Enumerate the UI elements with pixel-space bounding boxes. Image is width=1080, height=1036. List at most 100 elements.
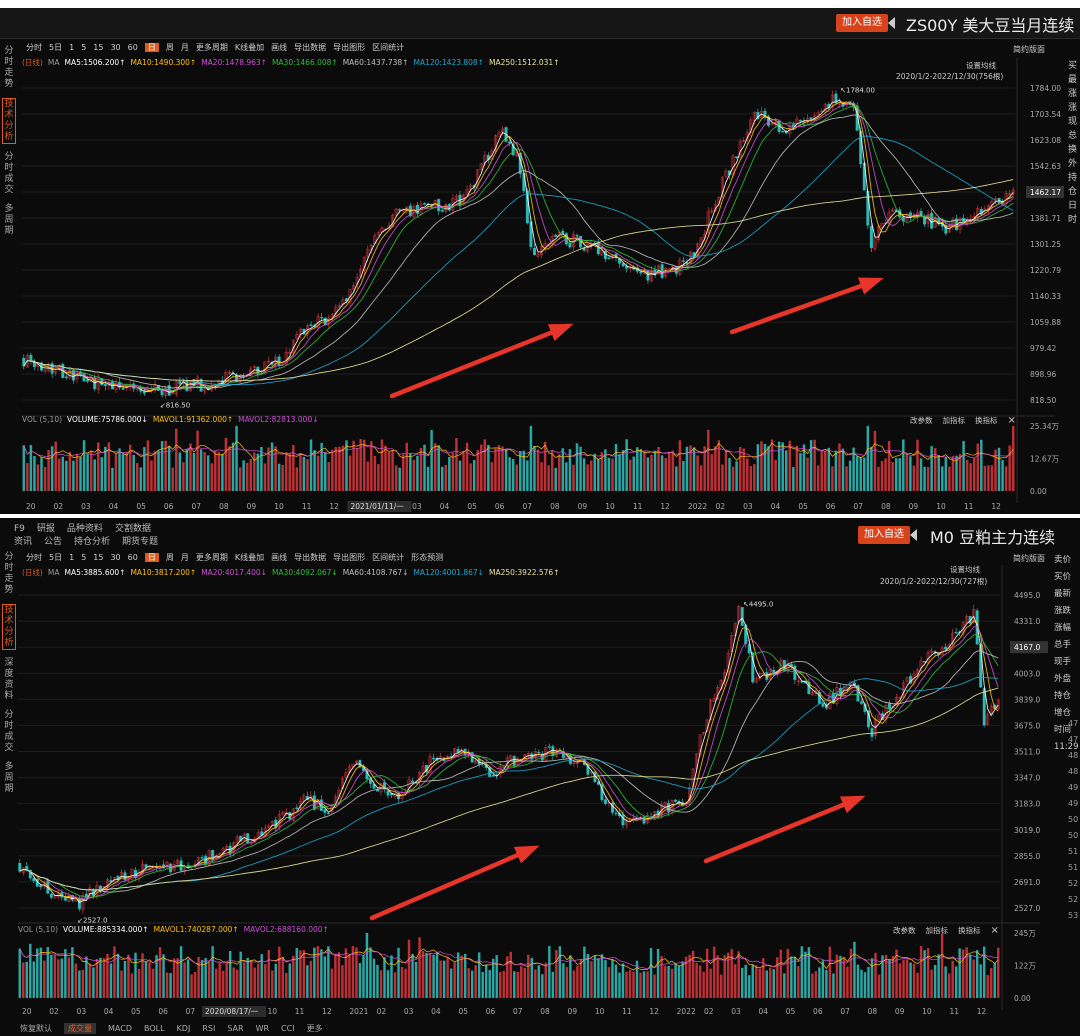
top-chart-svg[interactable]: 1784.00 1703.54 1623.08 1542.63 1462.17 1381.… — [0, 8, 1080, 514]
toolbar-item[interactable]: 更多周期 — [195, 43, 228, 52]
ma-value: MA5:1506.200↑ — [64, 58, 126, 67]
nav-link[interactable]: 持仓分析 — [74, 537, 111, 547]
toolbar-item[interactable]: 日 — [144, 553, 159, 562]
toolbar-item[interactable]: 60 — [127, 43, 138, 52]
toolbar-item[interactable]: 周 — [165, 43, 174, 52]
toolbar-item[interactable]: 导出图形 — [333, 43, 366, 52]
nav-link[interactable]: F9 — [14, 524, 25, 534]
toolbar-item[interactable]: 更多周期 — [195, 553, 228, 562]
indicator-tab[interactable]: 更多 — [306, 1024, 323, 1033]
indicator-tab[interactable]: 恢复默认 — [20, 1024, 52, 1033]
nav-link[interactable]: 公告 — [44, 537, 63, 547]
add-watchlist-button[interactable]: 加入自选 — [836, 14, 888, 32]
toolbar-item[interactable]: 60 — [127, 553, 138, 562]
toolbar-item[interactable]: 形态预测 — [411, 553, 444, 562]
volume-bar — [809, 440, 813, 491]
settings-ma-link[interactable]: 设置均线 — [966, 61, 996, 70]
sidebar-tab[interactable]: 多周期 — [4, 762, 14, 794]
volume-bar — [455, 438, 458, 491]
toolbar-item[interactable]: 导出图形 — [333, 553, 366, 562]
toolbar-item[interactable]: 5 — [81, 43, 87, 52]
add-watchlist-button[interactable]: 加入自选 — [858, 526, 910, 544]
toolbar-item[interactable]: K线叠加 — [234, 43, 265, 52]
toolbar-item[interactable]: 15 — [93, 43, 104, 52]
collapse-left-icon[interactable] — [910, 529, 917, 541]
vol-tool-button[interactable]: 加指标 — [942, 416, 966, 425]
candle-body — [781, 131, 785, 133]
volume-bar — [483, 439, 487, 491]
volume-bar — [260, 954, 263, 998]
candle-body — [39, 884, 43, 888]
vol-tool-button[interactable]: 加指标 — [925, 926, 949, 935]
toolbar-item[interactable]: 30 — [110, 43, 121, 52]
layout-toggle[interactable]: 简约版面 — [1013, 45, 1045, 54]
nav-link[interactable]: 期货专题 — [122, 537, 159, 547]
sidebar-tab[interactable]: 分时走势 — [4, 46, 14, 89]
volume-bar — [197, 956, 200, 998]
sidebar-tab[interactable]: 技术分析 — [2, 98, 16, 144]
layout-toggle[interactable]: 简约版面 — [1013, 554, 1045, 563]
close-icon[interactable]: × — [990, 925, 999, 936]
volume-bar — [313, 947, 316, 998]
sidebar-tab[interactable]: 深度资料 — [4, 658, 14, 701]
volume-bar — [78, 970, 81, 998]
volume-bar — [965, 459, 969, 491]
toolbar-item[interactable]: 月 — [180, 553, 189, 562]
indicator-tab[interactable]: RSI — [202, 1024, 216, 1033]
ma-value: MA60:1437.738↑ — [342, 58, 409, 67]
sidebar-tab[interactable]: 分时走势 — [4, 552, 14, 595]
indicator-tab[interactable]: MACD — [108, 1024, 132, 1033]
indicator-tab[interactable]: WR — [255, 1024, 270, 1033]
vol-tool-button[interactable]: 改参数 — [893, 926, 916, 935]
volume-bar — [1004, 466, 1008, 491]
vol-tool-button[interactable]: 换指标 — [958, 926, 981, 935]
nav-link[interactable]: 资讯 — [14, 537, 33, 547]
nav-link[interactable]: 研报 — [36, 524, 55, 534]
toolbar-item[interactable]: 5日 — [49, 553, 63, 562]
indicator-tab[interactable]: SAR — [227, 1024, 244, 1033]
close-icon[interactable]: × — [1007, 415, 1016, 426]
sidebar-tab[interactable]: 分时成交 — [4, 152, 14, 195]
toolbar-item[interactable]: 区间统计 — [372, 553, 405, 562]
toolbar-item[interactable]: 1 — [69, 553, 75, 562]
toolbar-item[interactable]: K线叠加 — [234, 553, 265, 562]
toolbar-item[interactable]: 画线 — [271, 553, 288, 562]
sidebar-tab[interactable]: 多周期 — [4, 204, 14, 236]
indicator-tab[interactable]: BOLL — [143, 1024, 165, 1033]
toolbar-item[interactable]: 分时 — [26, 43, 42, 52]
candle-body — [440, 210, 444, 212]
collapse-left-icon[interactable] — [888, 17, 895, 29]
vol-tool-button[interactable]: 改参数 — [910, 416, 933, 425]
toolbar-item[interactable]: 导出数据 — [294, 553, 327, 562]
ma60-line — [19, 650, 999, 893]
volume-bar — [923, 466, 926, 491]
toolbar-item[interactable]: 日 — [144, 43, 159, 52]
toolbar-item[interactable]: 周 — [165, 553, 174, 562]
toolbar-item[interactable]: 区间统计 — [372, 43, 405, 52]
toolbar-item[interactable]: 5 — [81, 553, 87, 562]
sidebar-tab[interactable]: 技术分析 — [2, 604, 16, 650]
indicator-tab[interactable]: 成交量 — [64, 1023, 96, 1034]
volume-bar — [902, 439, 905, 491]
bottom-chart-svg[interactable]: 4495.0 4331.0 4167.0 4003.0 3839.0 3675.0 3511… — [0, 518, 1080, 1036]
toolbar-item[interactable]: 1 — [69, 43, 75, 52]
indicator-tab[interactable]: KDJ — [176, 1024, 191, 1033]
nav-link[interactable]: 交割数据 — [114, 524, 151, 534]
volume-bar — [281, 956, 285, 998]
settings-ma-link[interactable]: 设置均线 — [950, 565, 980, 574]
y-tick-label: 2691.0 — [1014, 878, 1040, 887]
toolbar-item[interactable]: 分时 — [26, 553, 42, 562]
sidebar-tab[interactable]: 分时成交 — [4, 710, 14, 753]
quote-label: 时间 — [1054, 725, 1072, 735]
volume-bar — [352, 440, 355, 491]
vol-tool-button[interactable]: 换指标 — [975, 416, 998, 425]
toolbar-item[interactable]: 月 — [180, 43, 189, 52]
y-tick-label: 3839.0 — [1014, 695, 1040, 704]
toolbar-item[interactable]: 5日 — [49, 43, 63, 52]
toolbar-item[interactable]: 画线 — [271, 43, 288, 52]
indicator-tab[interactable]: CCI — [281, 1024, 295, 1033]
toolbar-item[interactable]: 15 — [93, 553, 104, 562]
toolbar-item[interactable]: 导出数据 — [294, 43, 327, 52]
toolbar-item[interactable]: 30 — [110, 553, 121, 562]
nav-link[interactable]: 品种资料 — [66, 524, 103, 534]
